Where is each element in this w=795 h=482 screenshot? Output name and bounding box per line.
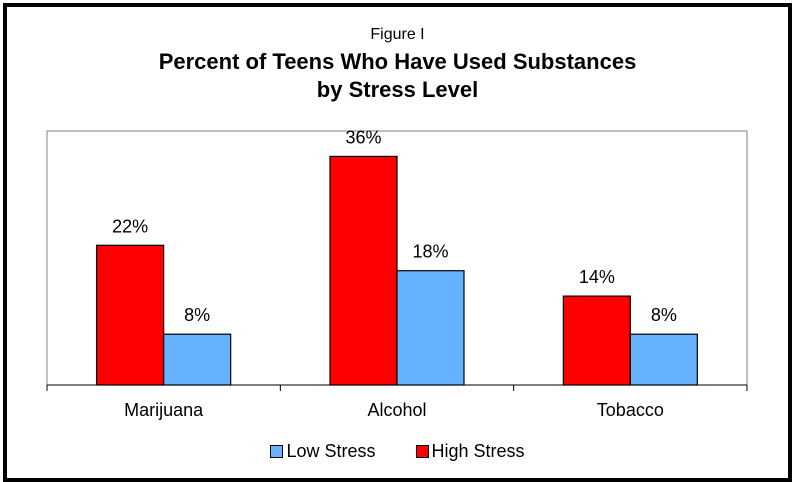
bar-low-stress-tobacco — [629, 333, 698, 386]
bar-high-stress-marijuana — [96, 244, 165, 386]
legend-swatch-low-stress — [270, 445, 284, 458]
legend-item-low-stress: Low Stress — [270, 441, 376, 462]
chart-title: Percent of Teens Who Have Used Substance… — [0, 48, 795, 104]
x-tick-label-tobacco: Tobacco — [597, 400, 664, 420]
bar-low-stress-alcohol — [396, 270, 465, 386]
chart-title-line-1: Percent of Teens Who Have Used Substance… — [158, 49, 637, 74]
data-label-low-stress-tobacco: 8% — [651, 305, 677, 325]
data-label-low-stress-marijuana: 8% — [184, 305, 210, 325]
bar-low-stress-marijuana — [163, 333, 232, 386]
data-label-low-stress-alcohol: 18% — [412, 242, 448, 262]
x-tick-label-alcohol: Alcohol — [367, 400, 426, 420]
chart-title-line-2: by Stress Level — [316, 77, 479, 102]
data-label-high-stress-tobacco: 14% — [579, 267, 615, 287]
figure-label: Figure I — [370, 26, 425, 43]
x-tick-label-marijuana: Marijuana — [124, 400, 204, 420]
legend-label-low-stress: Low Stress — [286, 441, 376, 461]
legend-label-high-stress: High Stress — [431, 441, 525, 461]
data-label-high-stress-marijuana: 22% — [112, 216, 148, 236]
bar-high-stress-alcohol — [329, 155, 398, 386]
legend-item-high-stress: High Stress — [415, 441, 525, 462]
data-label-high-stress-alcohol: 36% — [345, 127, 381, 147]
bar-high-stress-tobacco — [562, 295, 631, 386]
legend-swatch-high-stress — [415, 445, 429, 458]
legend: Low Stress High Stress — [0, 441, 795, 462]
